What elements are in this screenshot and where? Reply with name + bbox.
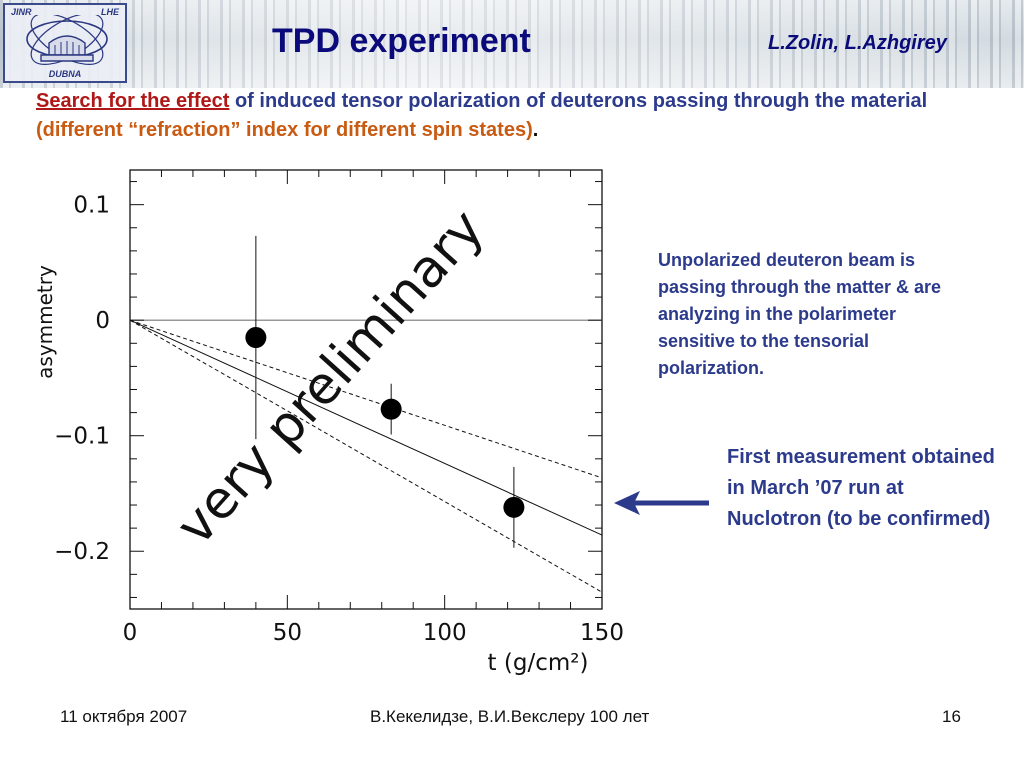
- x-tick-label-1: 50: [273, 620, 302, 646]
- header-banner: JINR LHE DUBNA TPD experiment L.Zolin, L…: [0, 0, 1024, 88]
- jinr-logo: JINR LHE DUBNA: [3, 3, 127, 83]
- slide-authors: L.Zolin, L.Azhgirey: [768, 32, 947, 54]
- asymmetry-chart: 0 50 100 150 0.10−0.1−0.2 very preliminary …: [33, 169, 624, 676]
- y-axis-label: asymmetry: [33, 265, 57, 379]
- intro-paragraph: Search for the effect of induced tensor …: [36, 87, 996, 145]
- footer-center-text: В.Кекелидзе, В.И.Векслеру 100 лет: [370, 707, 650, 726]
- data-point-3: [503, 496, 525, 518]
- x-tick-label-2: 100: [423, 620, 467, 646]
- footer-date: 11 октября 2007: [60, 707, 188, 726]
- logo-building-icon: [26, 15, 108, 65]
- slide-title: TPD experiment: [272, 22, 531, 60]
- y-tick-label-2: −0.1: [54, 424, 110, 450]
- y-tick-label-1: 0: [95, 308, 110, 334]
- beam-description: Unpolarized deuteron beam is passing thr…: [658, 250, 942, 378]
- x-tick-label-0: 0: [123, 620, 138, 646]
- y-tick-label-0: 0.1: [73, 193, 110, 219]
- intro-text: of induced tensor polarization of deuter…: [229, 90, 928, 112]
- x-tick-label-3: 150: [580, 620, 624, 646]
- data-point-2: [380, 398, 402, 420]
- data-point-1: [245, 327, 267, 349]
- arrow-left-icon: [614, 491, 709, 515]
- intro-end: .: [532, 119, 539, 141]
- fit-line: [129, 319, 603, 536]
- logo-left-text: JINR: [11, 7, 32, 17]
- intro-highlight: (different “refraction” index for differ…: [36, 119, 533, 141]
- page-number: 16: [942, 707, 961, 726]
- banner-fade: [0, 0, 1024, 88]
- logo-right-text: LHE: [101, 7, 119, 17]
- x-axis-label: t (g/cm²): [488, 650, 589, 676]
- y-tick-label-3: −0.2: [54, 539, 110, 565]
- fit-band-upper: [129, 319, 603, 479]
- first-measurement-note: First measurement obtained in March ’07 …: [727, 446, 995, 530]
- logo-bottom-text: DUBNA: [48, 69, 82, 79]
- search-effect-link[interactable]: Search for the effect: [36, 90, 230, 112]
